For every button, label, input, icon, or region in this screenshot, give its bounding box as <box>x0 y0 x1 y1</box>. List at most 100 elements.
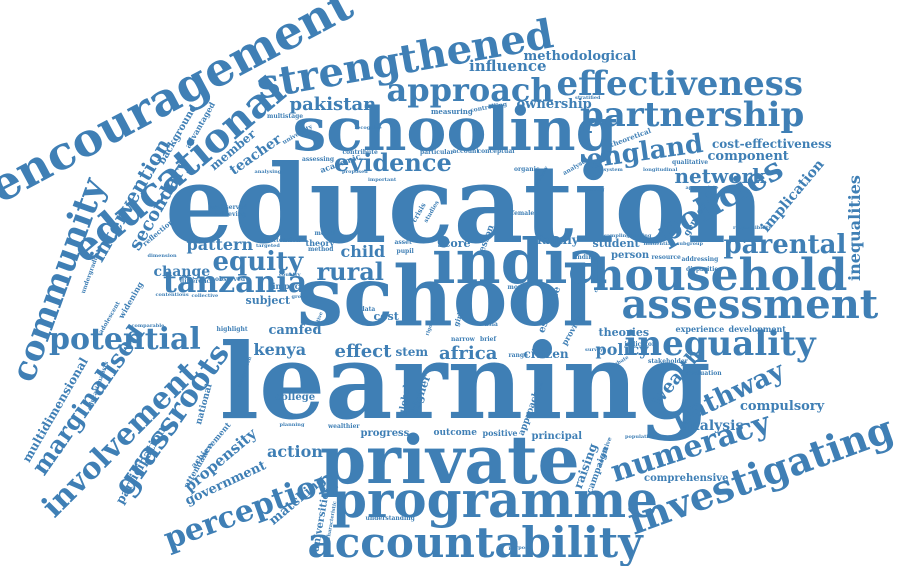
word-difference: difference <box>180 278 215 285</box>
word-private: private <box>320 421 580 499</box>
word-resource: resource <box>651 254 681 261</box>
word-network: network <box>674 164 766 188</box>
word-responsibility: responsibility <box>733 224 772 231</box>
word-pattern: pattern <box>186 235 254 254</box>
word-disparities: disparities <box>686 266 722 273</box>
word-assessment: assessment <box>621 281 879 328</box>
word-multistage: multistage <box>267 113 304 120</box>
word-stratified: stratified <box>575 94 601 101</box>
word-pupil: pupil <box>396 248 414 255</box>
word-wealthier: wealthier <box>328 423 360 430</box>
word-kenya: kenya <box>253 340 307 359</box>
word-brief: brief <box>480 336 497 343</box>
word-assessing: assessing <box>302 156 335 163</box>
word-parental: parental <box>723 230 847 260</box>
word-survey: survey <box>585 346 604 353</box>
word-more: more <box>507 284 525 291</box>
word-impact: impact <box>272 281 304 291</box>
word-pakistan: pakistan <box>289 94 377 115</box>
word-analysing: analysing <box>254 168 282 175</box>
word-africa: africa <box>439 343 498 364</box>
word-planning: planning <box>279 421 305 428</box>
word-dimension: dimension <box>147 252 177 259</box>
word-potential: potential <box>49 322 201 357</box>
word-female: female <box>511 210 535 217</box>
word-approach: approach <box>386 71 554 109</box>
word-comprehensive: comprehensive <box>644 473 729 484</box>
word-cost-effectiveness: cost-effectiveness <box>712 137 832 151</box>
word-group: group <box>291 293 309 300</box>
word-student: student <box>592 236 640 250</box>
word-understanding: understanding <box>365 515 415 522</box>
word-purpose: purpose <box>508 544 532 551</box>
word-framing: framing <box>629 232 652 239</box>
word-data: data <box>360 306 376 313</box>
word-rural: rural <box>316 257 384 286</box>
word-influence: influence <box>469 56 547 75</box>
word-qualitative: qualitative <box>672 159 709 166</box>
word-compulsory: compulsory <box>740 398 825 414</box>
word-asia: asia <box>484 321 498 328</box>
word-outcome: outcome <box>433 427 477 438</box>
word-longitudinal: longitudinal <box>643 166 678 173</box>
word-schooling: schooling <box>292 95 618 165</box>
word-narrow: narrow <box>451 336 475 343</box>
word-school: school <box>297 249 594 345</box>
word-highlight: highlight <box>216 326 248 333</box>
word-theory: theory <box>305 238 335 248</box>
word-accountability: accountability <box>307 518 643 566</box>
word-observed: observed <box>215 276 246 283</box>
word-model: model <box>314 230 336 237</box>
word-achieving: achieving <box>214 211 247 218</box>
word-india: india <box>432 225 608 298</box>
word-organic: organic <box>514 166 540 173</box>
word-targeted: targeted <box>256 242 280 249</box>
word-population: population <box>625 433 656 440</box>
word-family: family <box>537 233 579 247</box>
word-influential: influential <box>643 240 673 247</box>
word-comparable: comparable <box>131 322 165 329</box>
word-inequalities: inequalities <box>844 175 864 281</box>
word-child: child <box>340 242 386 261</box>
word-contribute: contribute <box>342 149 378 156</box>
word-equity: equity <box>212 247 304 277</box>
word-positive: positive <box>482 428 518 438</box>
word-attention: attention <box>269 237 301 244</box>
word-ownership: ownership <box>516 96 592 112</box>
word-person: person <box>611 250 650 261</box>
word-policy: policy <box>595 340 649 359</box>
word-stakeholder: stakeholder <box>648 358 688 365</box>
word-college: college <box>275 392 316 403</box>
word-appropriate: appropriate <box>685 184 719 191</box>
word-method: method <box>308 246 334 253</box>
word-country: country <box>279 271 301 278</box>
word-particular: particular <box>420 149 454 156</box>
word-cost: cost <box>373 309 399 323</box>
word-collective: collective <box>191 292 219 299</box>
word-principal: principal <box>531 431 583 442</box>
word-experience: experience <box>675 324 725 334</box>
word-asset: asset <box>394 239 412 246</box>
word-citizen: citizen <box>523 347 569 361</box>
word-evaluation: evaluation <box>686 370 722 377</box>
word-account: account <box>452 148 480 155</box>
word-contentious: contentious <box>155 291 189 298</box>
word-change: change <box>153 264 211 280</box>
word-effect: effect <box>334 341 392 362</box>
word-indicator: indicator <box>624 341 656 348</box>
word-programme: programme <box>332 470 658 529</box>
word-learning: learning <box>219 320 711 443</box>
word-household: household <box>592 250 848 301</box>
word-education: education <box>165 142 765 268</box>
word-finding: finding <box>573 254 597 261</box>
word-addressing: addressing <box>681 256 719 263</box>
word-leading: leading <box>583 186 605 193</box>
word-score: score <box>437 236 471 250</box>
word-effectiveness: effectiveness <box>556 64 804 104</box>
word-stem: stem <box>395 345 429 359</box>
word-progress: progress <box>360 428 410 439</box>
word-important: important <box>368 176 397 183</box>
word-methodological: methodological <box>523 48 637 64</box>
word-inequality: inequality <box>624 324 816 364</box>
